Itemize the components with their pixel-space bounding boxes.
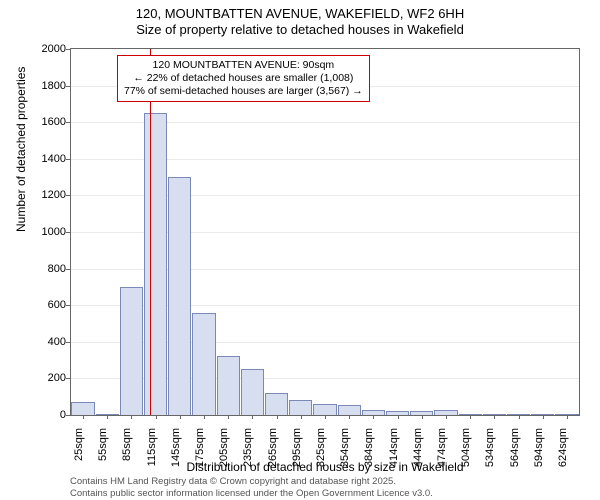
- x-tick-mark: [228, 415, 229, 419]
- y-tick-label: 1400: [26, 153, 66, 165]
- y-tick-label: 2000: [26, 43, 66, 55]
- x-tick-mark: [422, 415, 423, 419]
- annotation-line2: ← 22% of detached houses are smaller (1,…: [124, 72, 363, 85]
- chart-title-line1: 120, MOUNTBATTEN AVENUE, WAKEFIELD, WF2 …: [0, 6, 600, 21]
- footer-line2: Contains public sector information licen…: [70, 488, 433, 499]
- marker-line: [150, 49, 151, 415]
- bar: [265, 393, 288, 415]
- y-tick-label: 1200: [26, 189, 66, 201]
- annotation-line1: 120 MOUNTBATTEN AVENUE: 90sqm: [124, 59, 363, 72]
- y-tick-label: 1000: [26, 226, 66, 238]
- x-tick-mark: [107, 415, 108, 419]
- bar: [217, 356, 240, 415]
- y-tick-mark: [66, 122, 70, 123]
- bar: [71, 402, 94, 415]
- y-tick-mark: [66, 86, 70, 87]
- plot-area: 120 MOUNTBATTEN AVENUE: 90sqm ← 22% of d…: [70, 48, 580, 416]
- y-tick-mark: [66, 378, 70, 379]
- y-tick-mark: [66, 305, 70, 306]
- y-tick-label: 0: [26, 409, 66, 421]
- y-tick-mark: [66, 195, 70, 196]
- y-tick-mark: [66, 269, 70, 270]
- x-tick-mark: [567, 415, 568, 419]
- annotation-box: 120 MOUNTBATTEN AVENUE: 90sqm ← 22% of d…: [117, 55, 370, 102]
- y-tick-label: 800: [26, 263, 66, 275]
- x-tick-mark: [494, 415, 495, 419]
- y-tick-mark: [66, 159, 70, 160]
- bar: [144, 113, 167, 415]
- x-tick-mark: [180, 415, 181, 419]
- bar: [120, 287, 143, 415]
- chart-title-line2: Size of property relative to detached ho…: [0, 22, 600, 37]
- x-tick-mark: [277, 415, 278, 419]
- x-tick-mark: [301, 415, 302, 419]
- y-tick-label: 1800: [26, 80, 66, 92]
- chart-container: 120, MOUNTBATTEN AVENUE, WAKEFIELD, WF2 …: [0, 0, 600, 500]
- annotation-line3: 77% of semi-detached houses are larger (…: [124, 85, 363, 98]
- x-tick-mark: [252, 415, 253, 419]
- x-tick-mark: [131, 415, 132, 419]
- x-tick-mark: [446, 415, 447, 419]
- bar: [313, 404, 336, 415]
- x-tick-mark: [519, 415, 520, 419]
- x-tick-mark: [83, 415, 84, 419]
- footer-line1: Contains HM Land Registry data © Crown c…: [70, 476, 396, 487]
- y-tick-mark: [66, 232, 70, 233]
- bar: [289, 400, 312, 415]
- y-tick-label: 400: [26, 336, 66, 348]
- y-tick-mark: [66, 49, 70, 50]
- x-tick-mark: [543, 415, 544, 419]
- bar: [338, 405, 361, 415]
- bar: [241, 369, 264, 415]
- x-tick-mark: [470, 415, 471, 419]
- x-tick-mark: [349, 415, 350, 419]
- y-tick-mark: [66, 342, 70, 343]
- x-tick-mark: [398, 415, 399, 419]
- y-tick-label: 200: [26, 372, 66, 384]
- x-tick-mark: [325, 415, 326, 419]
- x-tick-mark: [156, 415, 157, 419]
- x-tick-mark: [204, 415, 205, 419]
- y-tick-mark: [66, 415, 70, 416]
- y-tick-label: 600: [26, 299, 66, 311]
- y-tick-label: 1600: [26, 116, 66, 128]
- x-tick-mark: [373, 415, 374, 419]
- bar: [192, 313, 215, 415]
- bar: [168, 177, 191, 415]
